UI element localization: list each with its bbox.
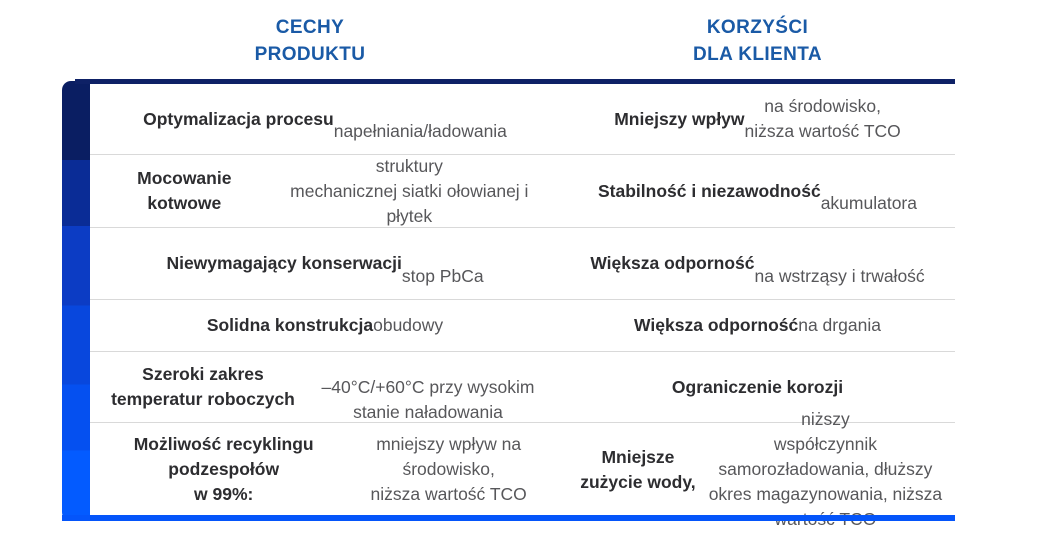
gradient-side-bar bbox=[62, 81, 90, 521]
benefit-cell: Większa odporność na wstrząsy i trwałość bbox=[560, 228, 955, 299]
benefit-text: niższy współczynnik samorozładowania, dł… bbox=[708, 409, 943, 529]
table-row: Niewymagający konserwacji stop PbCa Więks… bbox=[90, 228, 955, 300]
benefit-text: na drgania bbox=[798, 315, 881, 335]
benefit-cell: Większa odporność na drgania bbox=[560, 300, 955, 351]
table-row: Optymalizacja procesu napełniania/ładowa… bbox=[90, 84, 955, 155]
benefit-text-bold: Większa odporność bbox=[590, 253, 755, 273]
benefit-cell: Stabilność i niezawodność akumulatora bbox=[560, 155, 955, 227]
table-row: Szeroki zakres temperatur roboczych –40°… bbox=[90, 352, 955, 423]
feature-cell: Mocowanie kotwowe struktury mechanicznej… bbox=[90, 155, 560, 227]
feature-text: mniejszy wpływ na środowisko, niższa war… bbox=[370, 434, 527, 504]
feature-text-bold: Optymalizacja procesu bbox=[143, 108, 334, 129]
table-row: Solidna konstrukcja obudowy Większa odpor… bbox=[90, 300, 955, 352]
benefit-text-bold: Większa odporność bbox=[634, 315, 799, 335]
benefit-cell: Mniejszy wpływ na środowisko, niższa war… bbox=[560, 84, 955, 154]
benefit-text-bold: Mniejszy wpływ bbox=[614, 108, 745, 129]
benefit-text-bold: Mniejsze zużycie wody, bbox=[580, 446, 696, 492]
feature-cell: Optymalizacja procesu napełniania/ładowa… bbox=[90, 84, 560, 154]
column-header-benefits: KORZYŚCI DLA KLIENTA bbox=[693, 17, 822, 65]
benefit-text-bold: Ograniczenie korozji bbox=[671, 376, 844, 397]
feature-text-bold: Mocowanie kotwowe bbox=[137, 168, 232, 213]
table-top-border bbox=[75, 79, 955, 84]
benefit-text: akumulatora bbox=[820, 193, 917, 213]
feature-text: struktury mechanicznej siatki ołowianej … bbox=[290, 155, 529, 226]
feature-text-bold: Niewymagający konserwacji bbox=[166, 253, 402, 273]
feature-cell: Możliwość recyklingu podzespołów w 99%: … bbox=[90, 423, 560, 516]
benefit-cell: Ograniczenie korozji bbox=[560, 352, 955, 422]
table-rows: Optymalizacja procesu napełniania/ładowa… bbox=[90, 84, 955, 529]
column-header-features: CECHY PRODUKTU bbox=[254, 17, 366, 65]
feature-text-bold: Solidna konstrukcja bbox=[206, 315, 374, 335]
benefit-cell: Mniejsze zużycie wody, niższy współczynn… bbox=[560, 409, 955, 529]
feature-text: obudowy bbox=[373, 315, 444, 335]
feature-cell: Szeroki zakres temperatur roboczych –40°… bbox=[90, 352, 560, 422]
comparison-table: Optymalizacja procesu napełniania/ładowa… bbox=[62, 79, 955, 529]
benefit-text-bold: Stabilność i niezawodność bbox=[598, 180, 821, 201]
feature-cell: Niewymagający konserwacji stop PbCa bbox=[90, 228, 560, 299]
feature-text-bold: Możliwość recyklingu podzespołów w 99%: bbox=[133, 434, 314, 504]
table-row: Mocowanie kotwowe struktury mechanicznej… bbox=[90, 155, 955, 228]
feature-text-bold: Szeroki zakres temperatur roboczych bbox=[111, 364, 295, 409]
table-row: Możliwość recyklingu podzespołów w 99%: … bbox=[90, 409, 955, 529]
table-bottom-border bbox=[62, 515, 955, 521]
feature-cell: Solidna konstrukcja obudowy bbox=[90, 300, 560, 351]
feature-text: –40°C/+60°C przy wysokim stanie naładowa… bbox=[321, 376, 535, 422]
feature-text: napełniania/ładowania bbox=[333, 121, 507, 141]
feature-text: stop PbCa bbox=[401, 265, 484, 286]
benefit-text: na wstrząsy i trwałość bbox=[754, 265, 925, 286]
benefit-text: na środowisko, niższa wartość TCO bbox=[744, 96, 901, 141]
